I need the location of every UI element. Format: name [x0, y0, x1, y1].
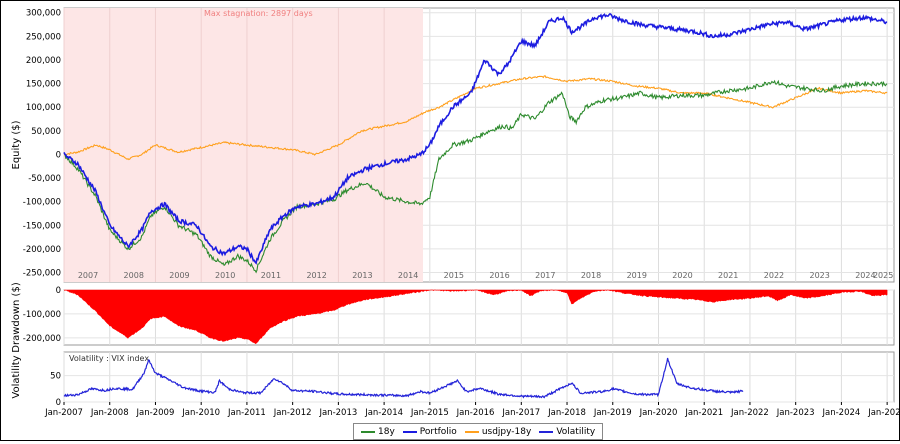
x-tick-label: Jan-2009: [136, 408, 175, 418]
stagnation-label: Max stagnation: 2897 days: [204, 9, 313, 18]
legend-item-portfolio: Portfolio: [402, 426, 457, 437]
drawdown-area: [63, 289, 888, 344]
y-tick-label: 200,000: [26, 56, 61, 66]
x-tick-label: Jan-2020: [639, 408, 678, 418]
x-tick-label: Jan-2016: [456, 408, 495, 418]
year-label: 2017: [535, 271, 555, 280]
y-tick-label: 100,000: [26, 103, 61, 113]
x-tick-label: Jan-2014: [364, 408, 403, 418]
y-tick-label: 0: [56, 150, 61, 160]
x-tick-label: Jan-2011: [227, 408, 266, 418]
y-tick-label: 250,000: [26, 32, 61, 42]
year-label: 2025: [873, 271, 893, 280]
legend-item-18y: 18y: [361, 427, 395, 437]
y-tick-label: -200,000: [23, 245, 61, 255]
x-tick-label: Jan-2015: [410, 408, 449, 418]
legend-label: usdjpy-18y: [481, 426, 532, 437]
y-tick-label: -50,000: [28, 174, 61, 184]
year-label: 2010: [215, 271, 235, 280]
year-label: 2007: [78, 271, 98, 280]
y-axis-title: Drawdown ($): [11, 282, 22, 353]
year-label: 2011: [261, 271, 281, 280]
y-tick-label: -200,000: [23, 334, 61, 344]
y-tick-label: 0: [56, 398, 61, 408]
x-tick-label: Jan-2017: [501, 408, 540, 418]
x-tick-label: Jan-2007: [44, 408, 83, 418]
legend-swatch: [464, 430, 479, 433]
x-tick-label: Jan-2010: [181, 408, 220, 418]
x-tick-label: Jan-2024: [822, 408, 861, 418]
x-tick-label: Jan-2021: [684, 408, 723, 418]
legend-item-volatility: Volatility: [539, 427, 595, 437]
x-tick-label: Jan-2008: [90, 408, 129, 418]
legend: 18y Portfolio usdjpy-18y Volatility: [353, 423, 604, 440]
y-tick-label: 150,000: [26, 80, 61, 90]
year-label: 2022: [764, 271, 784, 280]
year-label: 2024: [855, 271, 875, 280]
legend-swatch: [361, 430, 375, 433]
year-label: 2015: [444, 271, 464, 280]
y-axis-title: Volatility: [11, 355, 22, 398]
year-label: 2020: [672, 271, 692, 280]
legend-label: Portfolio: [419, 426, 457, 437]
series-line-18y: [63, 79, 888, 274]
legend-item-usdjpy: usdjpy-18y: [464, 426, 532, 437]
year-label: 2014: [398, 271, 418, 280]
y-tick-label: -100,000: [23, 198, 61, 208]
y-tick-label: 0: [56, 286, 61, 296]
x-tick-label: Jan-2019: [593, 408, 632, 418]
x-tick-label: Jan-2023: [776, 408, 815, 418]
y-tick-label: 300,000: [26, 9, 61, 19]
x-tick-label: Jan-2022: [730, 408, 769, 418]
year-label: 2019: [627, 271, 647, 280]
year-label: 2016: [489, 271, 509, 280]
y-tick-label: -250,000: [23, 269, 61, 279]
legend-label: 18y: [378, 426, 395, 437]
volatility-title: Volatility : VIX index: [69, 354, 149, 363]
legend-label: Volatility: [556, 426, 596, 437]
year-label: 2008: [124, 271, 144, 280]
plot-area-3: [63, 351, 895, 403]
series-line-usdjpy-18y: [63, 75, 888, 161]
y-axis-title: Equity ($): [11, 120, 22, 169]
y-tick-label: -150,000: [23, 221, 61, 231]
x-tick-label: Jan-2012: [273, 408, 312, 418]
year-label: 2021: [718, 271, 738, 280]
x-tick-label: Jan-2025: [867, 408, 899, 418]
year-label: 2013: [352, 271, 372, 280]
y-tick-label: 50,000: [31, 127, 61, 137]
y-tick-label: 50: [50, 372, 61, 382]
x-tick-label: Jan-2013: [318, 408, 357, 418]
year-label: 2009: [169, 271, 189, 280]
year-label: 2018: [581, 271, 601, 280]
volatility-line: [63, 357, 744, 399]
year-label: 2023: [810, 271, 830, 280]
x-tick-label: Jan-2018: [547, 408, 586, 418]
legend-swatch: [539, 430, 554, 433]
year-label: 2012: [306, 271, 326, 280]
series-line-portfolio: [63, 12, 888, 265]
legend-swatch: [402, 430, 417, 433]
y-tick-label: -100,000: [23, 310, 61, 320]
